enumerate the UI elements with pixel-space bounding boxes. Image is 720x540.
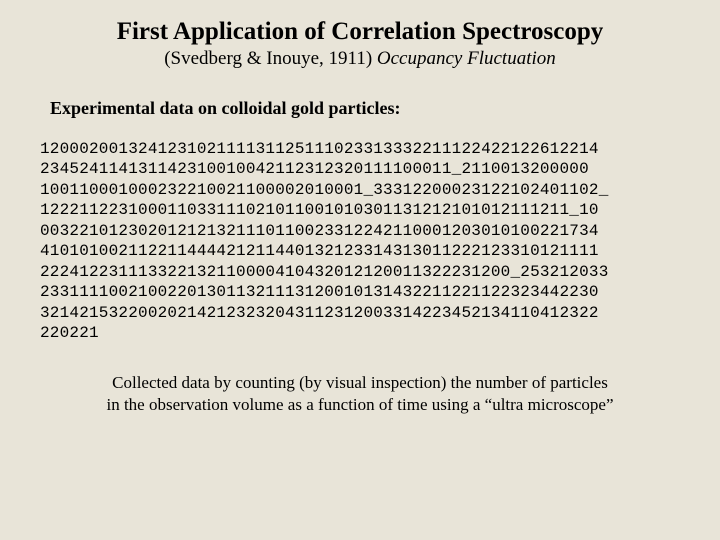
data-row: 2224122311133221321100004104320121200113…: [40, 262, 720, 282]
data-row: 1200020013241231021111311251110233133322…: [40, 139, 720, 159]
footer-line-1: Collected data by counting (by visual in…: [60, 372, 660, 394]
footer-line-2: in the observation volume as a function …: [60, 394, 660, 416]
subtitle-topic: Occupancy Fluctuation: [377, 48, 556, 69]
page-title: First Application of Correlation Spectro…: [0, 18, 720, 46]
raw-data-block: 1200020013241231021111311251110233133322…: [40, 139, 720, 344]
slide-container: First Application of Correlation Spectro…: [0, 0, 720, 540]
data-row: 0032210123020121213211101100233122421100…: [40, 221, 720, 241]
subtitle-citation: (Svedberg & Inouye, 1911): [164, 48, 377, 69]
data-row: 100110001000232210021100002010001_333122…: [40, 180, 720, 200]
experimental-data-heading: Experimental data on colloidal gold part…: [50, 98, 720, 119]
data-row: 4101010021122114444212114401321233143130…: [40, 241, 720, 261]
footer-caption: Collected data by counting (by visual in…: [0, 372, 720, 416]
data-row: 1222112231000110331110210110010103011312…: [40, 200, 720, 220]
data-row: 220221: [40, 323, 720, 343]
data-row: 3214215322002021421232320431123120033142…: [40, 303, 720, 323]
subtitle: (Svedberg & Inouye, 1911) Occupancy Fluc…: [0, 48, 720, 70]
data-row: 2345241141311423100100421123123201111000…: [40, 159, 720, 179]
data-row: 2331111002100220130113211131200101314322…: [40, 282, 720, 302]
